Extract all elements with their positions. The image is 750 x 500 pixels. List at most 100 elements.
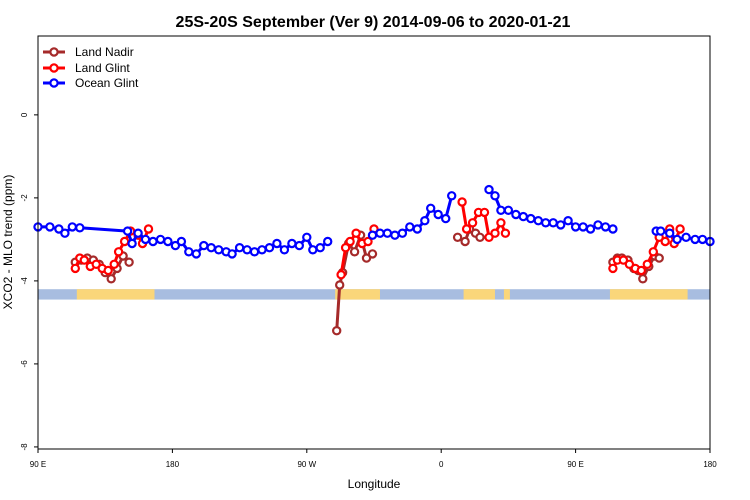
y-axis-label: XCO2 - MLO trend (ppm) <box>1 175 15 310</box>
data-point-ocean-glint <box>308 245 318 255</box>
data-point-land-nadir <box>452 232 463 242</box>
data-point-ocean-glint <box>390 230 400 240</box>
data-point-land-glint <box>479 207 490 218</box>
data-point-land-glint <box>467 218 478 228</box>
land-band <box>335 289 380 300</box>
data-point-land-glint <box>103 265 113 276</box>
x-tick-label: 90 E <box>567 460 583 469</box>
data-point-ocean-glint <box>184 247 194 257</box>
data-point-ocean-glint <box>556 220 566 230</box>
data-point-ocean-glint <box>412 224 422 234</box>
data-point-ocean-glint <box>656 226 666 236</box>
legend-marker-land-nadir <box>49 47 59 57</box>
data-point-ocean-glint <box>279 245 290 255</box>
data-point-ocean-glint <box>367 230 378 240</box>
data-point-ocean-glint <box>122 226 133 236</box>
data-point-ocean-glint <box>213 245 224 255</box>
data-point-ocean-glint <box>563 215 573 226</box>
y-axis: 0 -2 -4 -6 -8 <box>20 112 38 450</box>
x-tick-label: 90 W <box>297 460 316 469</box>
series-ocean-glint <box>33 184 715 259</box>
legend-marker-land-glint <box>49 63 59 73</box>
data-point-ocean-glint <box>315 242 325 253</box>
data-point-ocean-glint <box>526 213 536 224</box>
data-point-land-glint <box>608 263 618 274</box>
data-point-land-glint <box>143 224 154 234</box>
data-point-ocean-glint <box>54 224 64 234</box>
y-tick-label: -6 <box>20 360 29 368</box>
data-point-land-nadir <box>124 257 134 267</box>
land-band <box>463 289 495 300</box>
data-point-ocean-glint <box>608 224 618 234</box>
data-point-ocean-glint <box>496 205 506 215</box>
data-point-ocean-glint <box>272 238 282 249</box>
data-point-land-nadir <box>332 326 342 336</box>
data-point-ocean-glint <box>511 209 521 220</box>
data-point-ocean-glint <box>67 222 78 232</box>
legend-marker-ocean-glint <box>49 78 59 88</box>
data-point-ocean-glint <box>426 203 436 213</box>
data-point-ocean-glint <box>257 245 267 255</box>
data-point-ocean-glint <box>570 222 581 232</box>
data-point-land-glint <box>336 270 346 280</box>
data-point-land-glint <box>345 236 355 247</box>
data-point-ocean-glint <box>397 228 408 238</box>
data-point-ocean-glint <box>227 249 237 259</box>
data-point-land-nadir <box>654 253 664 263</box>
data-point-ocean-glint <box>191 249 201 259</box>
plot-border <box>37 35 711 450</box>
data-point-ocean-glint <box>249 247 260 257</box>
data-point-ocean-glint <box>405 222 415 232</box>
data-point-ocean-glint <box>199 240 209 251</box>
data-point-ocean-glint <box>375 228 385 238</box>
data-point-ocean-glint <box>681 232 691 242</box>
data-point-land-nadir <box>335 280 345 290</box>
data-point-ocean-glint <box>155 234 166 245</box>
data-point-land-glint <box>660 236 670 247</box>
data-point-ocean-glint <box>176 236 187 247</box>
y-tick-label: -2 <box>20 194 29 202</box>
data-point-ocean-glint <box>140 234 151 245</box>
x-tick-label: 0 <box>439 460 444 469</box>
data-point-land-glint <box>624 259 635 269</box>
data-point-land-glint <box>642 259 653 269</box>
x-axis-label: Longitude <box>348 477 401 491</box>
data-point-ocean-glint <box>287 238 297 249</box>
data-point-land-glint <box>340 242 351 253</box>
data-point-ocean-glint <box>433 209 443 220</box>
data-point-ocean-glint <box>690 234 700 245</box>
data-point-ocean-glint <box>148 236 158 247</box>
data-point-ocean-glint <box>323 236 333 247</box>
data-point-land-nadir <box>638 274 648 284</box>
data-point-land-glint <box>70 263 81 274</box>
data-point-land-glint <box>363 236 373 247</box>
land-band <box>609 289 688 300</box>
data-point-land-glint <box>484 232 494 242</box>
data-point-ocean-glint <box>672 234 682 245</box>
data-point-ocean-glint <box>585 224 596 234</box>
data-point-ocean-glint <box>578 222 588 232</box>
chart-title: 25S-20S September (Ver 9) 2014-09-06 to … <box>176 14 571 31</box>
y-tick-label: -4 <box>20 277 29 285</box>
data-point-ocean-glint <box>503 205 514 215</box>
data-point-ocean-glint <box>697 234 708 245</box>
data-point-ocean-glint <box>302 232 312 242</box>
data-point-ocean-glint <box>665 228 675 238</box>
data-point-land-glint <box>490 228 500 238</box>
data-point-land-glint <box>351 228 361 238</box>
legend-label-land-nadir: Land Nadir <box>75 45 134 59</box>
data-point-ocean-glint <box>600 222 611 232</box>
data-point-ocean-glint <box>294 240 304 251</box>
x-axis: 90 E 180 90 W 0 90 E 180 <box>30 449 717 469</box>
data-point-ocean-glint <box>382 228 393 238</box>
data-point-ocean-glint <box>441 213 451 224</box>
data-point-ocean-glint <box>60 228 70 238</box>
legend-label-land-glint: Land Glint <box>75 61 130 75</box>
data-point-ocean-glint <box>133 228 143 238</box>
land-band <box>76 289 155 300</box>
y-tick-label: 0 <box>20 112 29 117</box>
data-point-ocean-glint <box>163 236 173 247</box>
legend: Land Nadir Land Glint Ocean Glint <box>43 45 139 90</box>
data-point-land-glint <box>636 265 647 276</box>
